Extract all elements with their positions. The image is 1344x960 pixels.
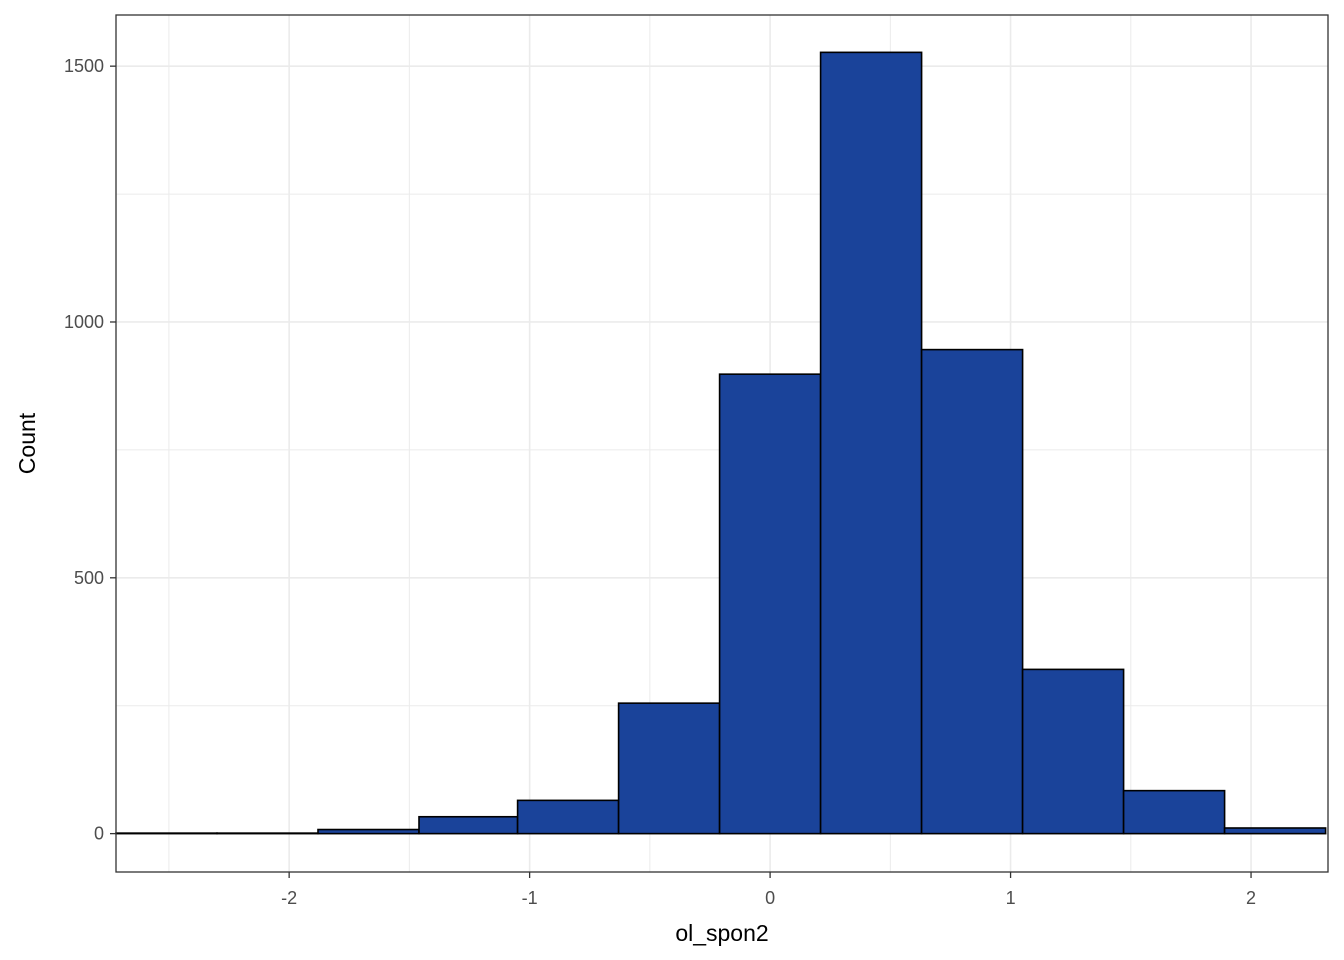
x-tick-label: 0 — [765, 888, 775, 908]
y-tick-label: 0 — [94, 824, 104, 844]
x-axis: -2 -1 0 1 2 — [281, 872, 1256, 908]
histogram-bar — [920, 348, 1024, 835]
y-axis-title: Count — [14, 412, 40, 474]
histogram-bar — [216, 832, 319, 835]
histogram-bar — [1122, 789, 1226, 835]
x-tick-label: -2 — [281, 888, 297, 908]
x-tick-label: -1 — [522, 888, 538, 908]
histogram-bar — [819, 51, 923, 835]
y-tick-label: 1500 — [64, 56, 104, 76]
histogram-bar — [1021, 668, 1125, 835]
histogram-bar — [617, 702, 721, 835]
panel-border — [115, 14, 1329, 873]
x-tick-label: 2 — [1246, 888, 1256, 908]
histogram-bar — [1223, 827, 1327, 835]
histogram-bar — [516, 799, 620, 835]
y-tick-label: 1000 — [64, 312, 104, 332]
x-axis-title: ol_spon2 — [675, 920, 768, 946]
y-axis: 0 500 1000 1500 — [64, 56, 116, 844]
histogram-bars — [115, 51, 1327, 835]
y-tick-label: 500 — [74, 568, 104, 588]
histogram-bar — [317, 828, 420, 835]
histogram-bar — [418, 815, 519, 835]
histogram-bar — [115, 832, 218, 835]
x-tick-label: 1 — [1006, 888, 1016, 908]
histogram-bar — [718, 373, 822, 835]
